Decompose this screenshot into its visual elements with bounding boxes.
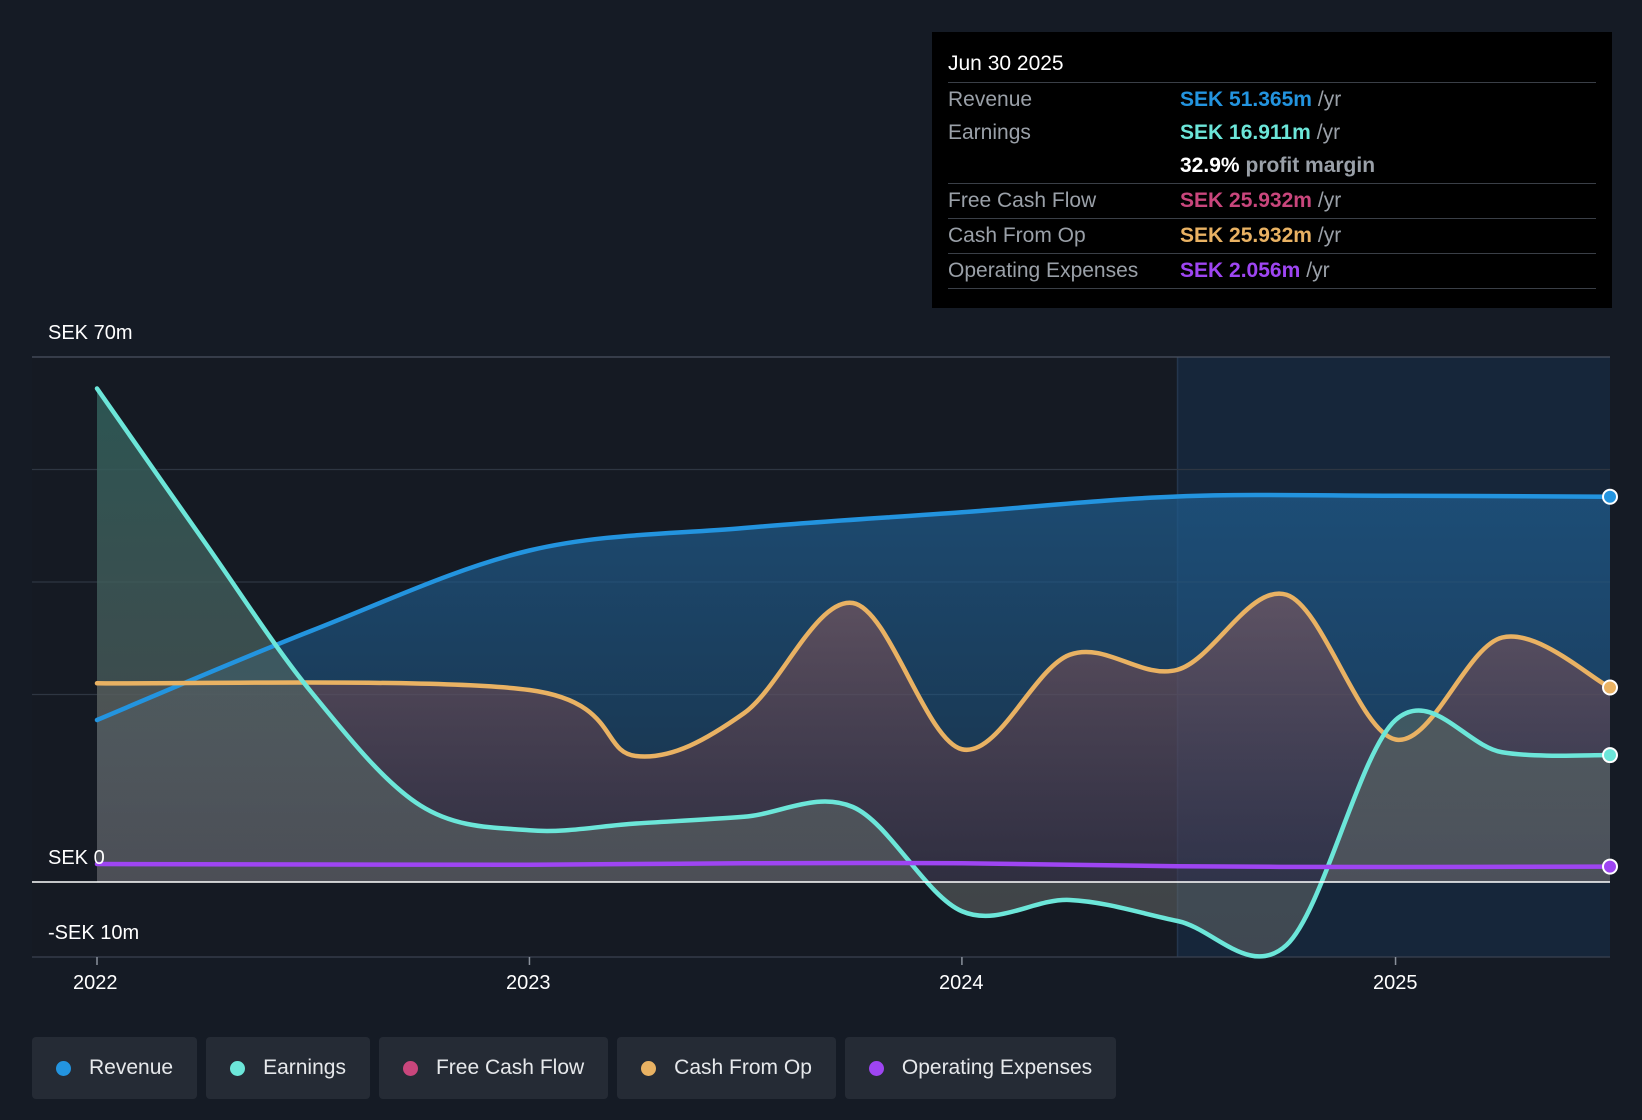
earnings-end-marker	[1602, 747, 1618, 764]
x-tick-label-2022: 2022	[73, 972, 118, 994]
legend-label: Cash From Op	[674, 1056, 812, 1079]
tooltip-row-earnings: Earnings SEK 16.911m /yr	[948, 116, 1596, 149]
tooltip-unit: /yr	[1306, 259, 1330, 282]
tooltip-row-operating-expenses: Operating Expenses SEK 2.056m /yr	[948, 254, 1596, 289]
x-tick-label-2024: 2024	[939, 972, 984, 994]
tooltip-unit: /yr	[1317, 88, 1342, 111]
tooltip-value: SEK 51.365m	[1180, 88, 1312, 111]
legend-item-free-cash-flow[interactable]: Free Cash Flow	[378, 1037, 609, 1099]
tooltip-date: Jun 30 2025	[948, 46, 1596, 83]
legend-label: Free Cash Flow	[435, 1056, 585, 1079]
tooltip-unit: profit margin	[1245, 154, 1376, 177]
x-tick-label-2025: 2025	[1373, 972, 1418, 994]
tooltip-value: SEK 2.056m	[1180, 259, 1301, 282]
tooltip-row-revenue: Revenue SEK 51.365m /yr	[948, 83, 1596, 116]
legend-dot-icon	[641, 1060, 657, 1076]
legend-item-earnings[interactable]: Earnings	[206, 1037, 370, 1099]
chart-legend: Revenue Earnings Free Cash Flow Cash Fro…	[32, 1037, 1125, 1099]
y-axis-top-label: SEK 70m	[48, 322, 133, 344]
tooltip-label: Earnings	[948, 121, 1031, 144]
operating-expenses-line	[94, 860, 1613, 870]
tooltip-label: Revenue	[948, 88, 1033, 111]
y-axis-zero-label: SEK 0	[48, 847, 105, 869]
chart-areas	[97, 388, 1610, 957]
tooltip-row-cash-from-op: Cash From Op SEK 25.932m /yr	[948, 219, 1596, 254]
legend-dot-icon	[402, 1060, 418, 1076]
legend-label: Earnings	[263, 1056, 346, 1079]
x-tick-label-2023: 2023	[506, 972, 551, 994]
chart-lines	[32, 386, 1613, 959]
legend-dot-icon	[868, 1060, 884, 1076]
earnings-line	[94, 386, 1613, 959]
legend-item-operating-expenses[interactable]: Operating Expenses	[844, 1037, 1117, 1099]
tooltip-value: SEK 16.911m	[1180, 121, 1311, 144]
tooltip-label: Operating Expenses	[948, 259, 1139, 282]
operating-expenses-end-marker	[1602, 858, 1618, 875]
legend-label: Revenue	[89, 1056, 174, 1079]
legend-label: Operating Expenses	[901, 1056, 1093, 1079]
tooltip-row-profit-margin: 32.9% profit margin	[948, 149, 1596, 184]
tooltip-label	[948, 149, 1180, 183]
cash-from-op-line	[94, 591, 1613, 759]
y-axis-bottom-label: -SEK 10m	[48, 922, 140, 944]
tooltip-value: SEK 25.932m	[1180, 224, 1312, 247]
revenue-line	[94, 492, 1613, 723]
tooltip-value: SEK 25.932m	[1180, 189, 1312, 212]
tooltip-row-free-cash-flow: Free Cash Flow SEK 25.932m /yr	[948, 184, 1596, 219]
tooltip-unit: /yr	[1317, 224, 1342, 247]
tooltip-value: 32.9%	[1180, 154, 1240, 177]
cash-from-op-area	[97, 593, 1610, 882]
legend-dot-icon	[56, 1060, 71, 1076]
earnings-area	[97, 388, 1610, 957]
x-axis-ticks	[96, 957, 1397, 965]
legend-item-revenue[interactable]: Revenue	[32, 1037, 198, 1099]
tooltip-label: Free Cash Flow	[948, 189, 1097, 212]
tooltip-label: Cash From Op	[948, 224, 1086, 247]
tooltip-unit: /yr	[1316, 121, 1341, 144]
legend-dot-icon	[230, 1060, 246, 1076]
chart-end-markers	[1602, 488, 1618, 875]
legend-item-cash-from-op[interactable]: Cash From Op	[617, 1037, 836, 1099]
revenue-end-marker	[1602, 488, 1618, 505]
tooltip-panel: Jun 30 2025 Revenue SEK 51.365m /yr Earn…	[932, 32, 1612, 308]
cash-from-op-end-marker	[1602, 679, 1618, 696]
tooltip-unit: /yr	[1317, 189, 1342, 212]
